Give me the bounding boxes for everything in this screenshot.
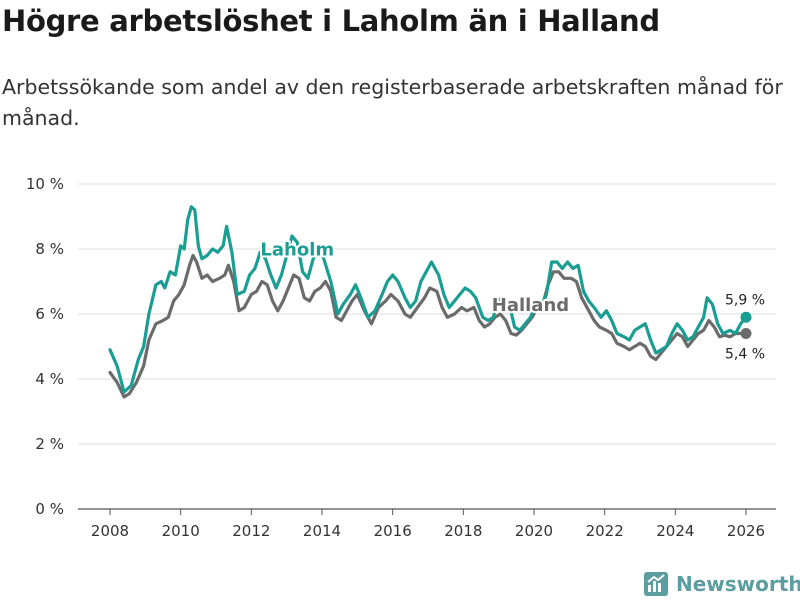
x-tick-label: 2008 [91, 522, 129, 540]
x-tick-label: 2020 [515, 522, 553, 540]
chart-title: Högre arbetslöshet i Laholm än i Halland [2, 4, 660, 38]
series-line-halland [108, 253, 748, 399]
y-tick-label: 4 % [35, 370, 64, 388]
brand-logo: Newsworthy [644, 569, 800, 599]
y-tick-label: 10 % [26, 175, 64, 193]
end-point-laholm [740, 311, 752, 323]
y-tick-label: 0 % [35, 500, 64, 518]
axes: 0 % 2 % 4 % 6 % 8 % 10 % 2008 2010 2012 2014 2016 2… [26, 175, 776, 540]
x-tick-label: 2022 [586, 522, 624, 540]
labels: Laholm 5,9 % Halland 5,4 % [258, 238, 765, 363]
series-line-laholm [108, 205, 748, 394]
x-tick-label: 2016 [374, 522, 412, 540]
y-tick-label: 8 % [35, 240, 64, 258]
end-value-label-halland: 5,4 % [725, 347, 765, 363]
series-label-laholm: Laholm [260, 240, 334, 261]
gridlines [78, 183, 776, 445]
x-tick-label: 2010 [162, 522, 200, 540]
y-tick-label: 6 % [35, 305, 64, 323]
series-label-halland: Halland [492, 295, 569, 316]
series [108, 205, 752, 399]
end-point-halland [740, 328, 752, 339]
newsworthy-logo-icon [644, 572, 668, 596]
x-tick-label: 2024 [656, 522, 694, 540]
x-tick-label: 2026 [727, 522, 765, 540]
chart-subtitle: Arbetssökande som andel av den registerb… [2, 75, 783, 130]
x-tick-label: 2014 [303, 522, 341, 540]
end-value-label-laholm: 5,9 % [725, 292, 765, 308]
y-tick-label: 2 % [35, 435, 64, 453]
brand-name: Newsworthy [676, 572, 800, 596]
x-tick-label: 2012 [232, 522, 270, 540]
x-tick-label: 2018 [444, 522, 482, 540]
